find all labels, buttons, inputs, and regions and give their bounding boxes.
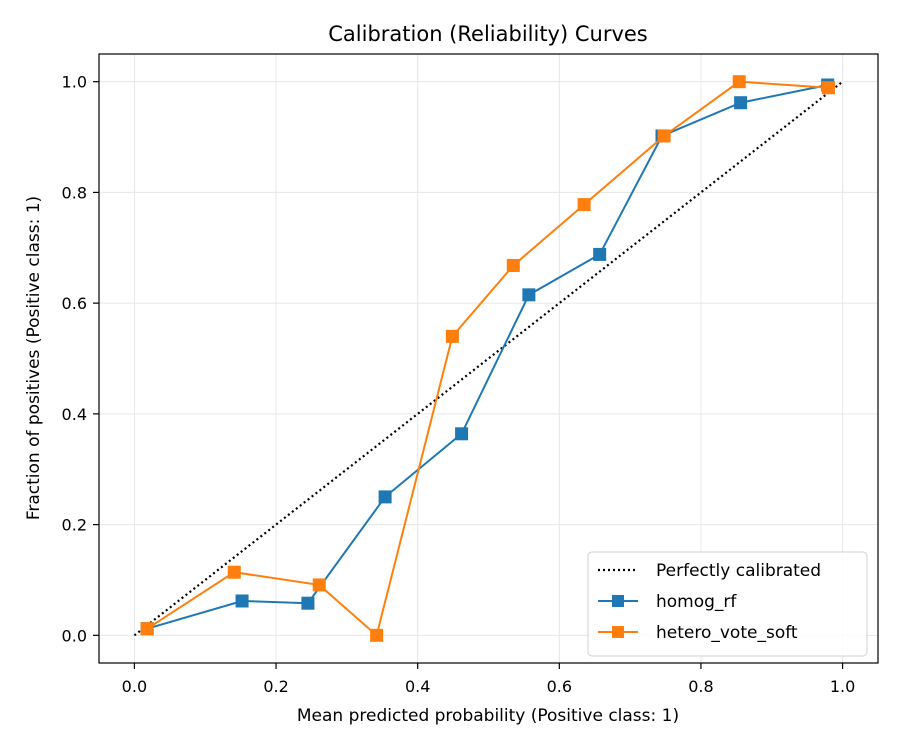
series-2-point-4 [445, 329, 459, 343]
y-tick-label-3: 0.6 [62, 294, 87, 313]
legend-label-homog-rf: homog_rf [656, 592, 737, 612]
chart-title: Calibration (Reliability) Curves [328, 22, 648, 46]
series-2-point-8 [732, 75, 746, 89]
series-line-1 [146, 84, 828, 630]
x-tick-label-0: 0.0 [122, 677, 147, 696]
series-2-point-2 [312, 578, 326, 592]
series-1-point-4 [455, 427, 469, 441]
series-1-point-8 [734, 96, 748, 110]
legend-label-hetero-vote-soft: hetero_vote_soft [656, 623, 798, 643]
series-2-point-9 [821, 81, 835, 95]
legend: Perfectly calibrated homog_rf hetero_vot… [587, 551, 868, 657]
x-tick-label-3: 0.6 [547, 677, 572, 696]
y-tick-label-2: 0.4 [62, 405, 87, 424]
y-axis-label: Fraction of positives (Positive class: 1… [24, 196, 44, 520]
series-1-point-3 [378, 490, 392, 504]
legend-label-perfect: Perfectly calibrated [656, 561, 821, 581]
x-axis-label: Mean predicted probability (Positive cla… [297, 706, 679, 726]
y-tick-label-1: 0.2 [62, 516, 87, 535]
x-tick-label-1: 0.2 [263, 677, 288, 696]
series-1-point-1 [235, 594, 249, 608]
x-tick-label-4: 0.8 [688, 677, 713, 696]
series-2-point-3 [370, 628, 384, 642]
series-2-point-0 [140, 622, 154, 636]
axes-layer: 0.0 0.2 0.4 0.6 0.8 1.0 0.0 0.2 0.4 0.6 0.8 1.0 [62, 53, 879, 696]
series-2-point-6 [577, 198, 591, 212]
series-1-point-5 [522, 288, 536, 302]
y-tick-label-0: 0.0 [62, 626, 87, 645]
y-tick-label-5: 1.0 [62, 73, 87, 92]
x-tick-label-2: 0.4 [405, 677, 430, 696]
series-layer [133, 75, 844, 642]
legend-frame [587, 551, 868, 657]
y-tick-label-4: 0.8 [62, 183, 87, 202]
series-2-point-7 [657, 129, 671, 143]
series-1-point-2 [301, 596, 315, 610]
plot-frame [98, 53, 879, 664]
series-2-point-1 [227, 565, 241, 579]
grid-layer [99, 54, 878, 663]
series-2-point-5 [506, 258, 520, 272]
series-line-2 [146, 80, 829, 638]
x-tick-label-5: 1.0 [830, 677, 855, 696]
legend-marker-homog-rf [612, 595, 624, 607]
series-1-point-6 [593, 247, 607, 261]
legend-marker-hetero-vote-soft [612, 626, 624, 638]
